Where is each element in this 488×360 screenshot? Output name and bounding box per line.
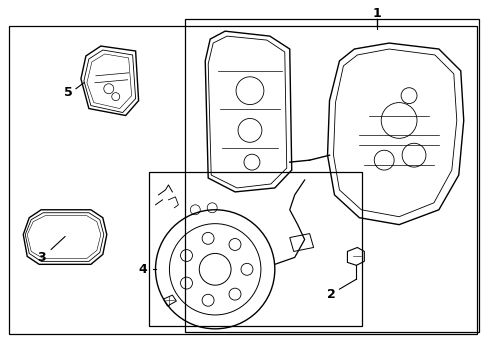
Text: 1: 1 <box>372 7 381 20</box>
Text: 5: 5 <box>63 86 72 99</box>
Text: 3: 3 <box>37 251 45 264</box>
Bar <box>148 172 362 326</box>
Text: 4: 4 <box>138 263 147 276</box>
Text: 2: 2 <box>326 288 335 301</box>
Bar <box>9 26 476 334</box>
Bar <box>185 19 478 332</box>
